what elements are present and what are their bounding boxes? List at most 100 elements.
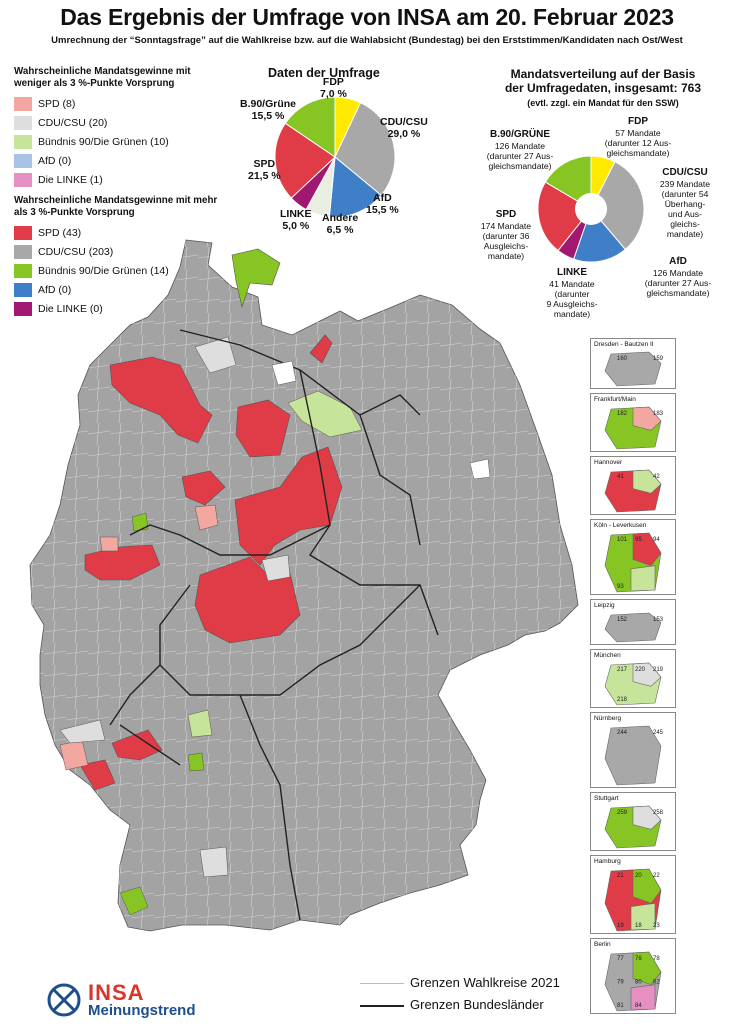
inset-map-shape: 41 42 <box>604 469 662 513</box>
inset-map-label: 153 <box>653 617 664 623</box>
seats-donut-label-line: (darunter 54 <box>661 189 709 199</box>
region-gruene-strong-2 <box>131 512 149 532</box>
poll-pie-label-name: B.90/Grüne <box>240 98 297 110</box>
logo-subtitle: Meinungstrend <box>88 1002 196 1019</box>
legend-strong-items: SPD (43) CDU/CSU (203) Bündnis 90/Die Grün… <box>14 223 224 318</box>
inset-map-label: 183 <box>653 411 664 417</box>
seats-donut-label-line: (darunter 12 Aus- <box>604 138 672 148</box>
inset-map-name: Stuttgart <box>594 795 619 802</box>
poll-pie-chart <box>274 96 396 218</box>
inset-map-name: Hannover <box>594 459 623 466</box>
inset-map-label: 21 <box>617 873 624 879</box>
inset-map-name: Leipzig <box>594 602 615 609</box>
inset-map-shape: 160 159 <box>604 351 664 387</box>
inset-map: Frankfurt/Main 182 183 <box>590 393 676 452</box>
legend-strong-item: Bündnis 90/Die Grünen (14) <box>14 261 224 280</box>
seats-donut-label-line: 126 Mandate <box>494 141 546 151</box>
seats-donut-label-line: mandate) <box>553 309 591 319</box>
inset-map-label: 18 <box>635 923 642 929</box>
seats-donut-label-line: mandate) <box>487 251 525 261</box>
inset-map-name: Hamburg <box>594 858 621 865</box>
seats-donut-label-line: (darunter 27 Aus- <box>644 278 712 288</box>
region-spd-light-3 <box>99 536 119 552</box>
inset-map: Nürnberg 244 245 <box>590 712 676 788</box>
logo-brand: INSA <box>88 980 145 1005</box>
region-cdu-light-2 <box>59 719 106 744</box>
seats-donut-label-line: 41 Mandate <box>549 279 595 289</box>
seats-donut-label-line: Überhang- <box>664 199 706 209</box>
inset-map-area <box>632 662 662 687</box>
poll-pie-label-value: 5,0 % <box>282 220 310 232</box>
seats-donut-label-line: gleichs- <box>670 219 700 229</box>
legend-weak-label: CDU/CSU (20) <box>38 116 108 129</box>
region-spd-luebeck <box>309 334 333 364</box>
seats-chart-title: Mandatsverteilung auf der Basis der Umfr… <box>486 67 720 95</box>
seats-title-line1: Mandatsverteilung auf der Basis <box>510 67 696 81</box>
region-gruene-light-2 <box>187 709 213 738</box>
inset-map-shape: 217 220 219 218 <box>604 662 664 706</box>
seats-donut-label-line: und Aus- <box>668 209 702 219</box>
inset-map-label: 258 <box>653 810 664 816</box>
region-spd-light-2 <box>194 504 219 531</box>
seats-donut-label-line: mandate) <box>666 229 704 239</box>
seats-donut-slice <box>590 161 645 251</box>
seats-donut-label-line: gleichsmandate) <box>606 148 670 158</box>
poll-pie-label-name: LINKE <box>280 208 312 220</box>
inset-map-label: 245 <box>653 730 664 736</box>
inset-map-label: 81 <box>617 1003 624 1009</box>
legend-strong-title: Wahrscheinliche Mandatsgewinne mit mehr … <box>14 195 218 218</box>
legend-weak-item: Die LINKE (1) <box>14 170 224 189</box>
legend-weak-item: SPD (8) <box>14 94 224 113</box>
inset-map-label: 101 <box>617 537 628 543</box>
inset-map-area <box>632 406 662 431</box>
inset-map: Köln - Leverkusen 101 95 94 93 <box>590 519 676 595</box>
seats-donut-label-line: 239 Mandate <box>659 179 711 189</box>
legend-strong-item: SPD (43) <box>14 223 224 242</box>
poll-pie-slice <box>328 156 382 218</box>
constituency-border-sample <box>360 983 404 984</box>
region-spd-bielefeld <box>181 470 226 506</box>
seats-donut-label: B.90/GRÜNE 126 Mandate (darunter 27 Aus-gl… <box>476 129 564 172</box>
inset-map-label: 79 <box>617 980 624 986</box>
seats-donut-label: LINKE 41 Mandate (darunter 9 Ausgleichs-man… <box>536 268 608 320</box>
poll-pie-label-value: 6,5 % <box>326 224 354 236</box>
poll-pie-label-name: CDU/CSU <box>380 116 428 128</box>
seats-donut-label-name: B.90/GRÜNE <box>489 129 550 140</box>
inset-map-name: Frankfurt/Main <box>594 396 636 403</box>
inset-map-label: 244 <box>617 730 628 736</box>
inset-map-shape: 244 245 <box>604 725 664 786</box>
seats-donut-label: AfD 126 Mandate (darunter 27 Aus-gleichsma… <box>632 257 724 299</box>
seats-donut-label-line: Ausgleichs- <box>483 241 529 251</box>
poll-pie-slice <box>334 102 396 196</box>
page-title: Das Ergebnis der Umfrage von INSA am 20.… <box>60 4 674 30</box>
inset-map-name: Berlin <box>594 941 611 948</box>
seats-donut-label: CDU/CSU 239 Mandate (darunter 54 Überhang-u… <box>646 168 724 240</box>
inset-map-label: 152 <box>617 617 628 623</box>
inset-map-area <box>632 951 662 986</box>
poll-chart-title: Daten der Umfrage <box>268 66 380 80</box>
insa-logo-icon <box>47 983 81 1017</box>
poll-pie-label: CDU/CSU 29,0 % <box>380 116 428 140</box>
region-spd-pfalz <box>111 729 163 761</box>
poll-pie-label: Andere 6,5 % <box>322 212 358 236</box>
page-subtitle: Umrechnung der “Sonntagsfrage” auf die W… <box>51 35 683 46</box>
inset-map-label: 218 <box>617 697 628 703</box>
inset-maps: Dresden - Bautzen II 160 159 Frankfurt/Main… <box>590 338 676 1018</box>
state-borders <box>109 329 439 921</box>
inset-map-area <box>604 351 662 387</box>
region-white-2 <box>469 458 491 480</box>
seats-donut-label-line: 57 Mandate <box>615 128 661 138</box>
inset-map-area <box>632 805 662 830</box>
state-border-sample <box>360 1005 404 1007</box>
inset-map-name: Dresden - Bautzen II <box>594 341 654 348</box>
legend-strong-label: AfD (0) <box>38 283 72 296</box>
legend-weak-swatch <box>14 134 32 149</box>
inset-map-area <box>604 725 662 786</box>
inset-map-area <box>630 902 656 931</box>
poll-pie-label-value: 21,5 % <box>248 170 281 182</box>
legend-strong-item: CDU/CSU (203) <box>14 242 224 261</box>
region-cdu-light <box>194 336 237 374</box>
inset-map-label: 217 <box>617 667 628 673</box>
inset-map-area <box>604 612 662 643</box>
legend-weak-label: AfD (0) <box>38 154 72 167</box>
